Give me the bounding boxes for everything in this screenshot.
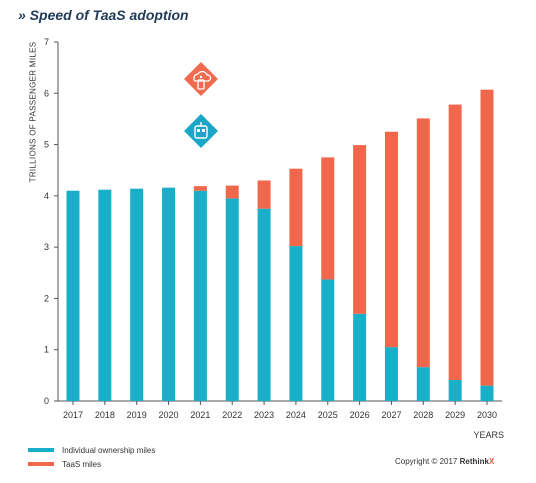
bar-individual-2018 bbox=[98, 189, 112, 401]
bar-individual-2029 bbox=[448, 379, 462, 401]
legend-item-taas: TaaS miles bbox=[28, 457, 155, 471]
x-tick-label: 2029 bbox=[445, 410, 465, 420]
y-tick-label: 2 bbox=[44, 293, 49, 303]
y-tick-label: 4 bbox=[44, 191, 49, 201]
bar-individual-2028 bbox=[416, 367, 430, 401]
x-tick-label: 2024 bbox=[286, 410, 306, 420]
copyright-notice: Copyright © 2017 RethinkX bbox=[395, 457, 494, 466]
y-tick-label: 1 bbox=[44, 345, 49, 355]
bar-taas-2025 bbox=[321, 157, 335, 280]
brand-name: Rethink bbox=[459, 457, 489, 466]
bar-individual-2022 bbox=[225, 198, 239, 401]
bar-individual-2021 bbox=[193, 190, 207, 401]
bar-individual-2019 bbox=[130, 188, 144, 401]
bar-taas-2030 bbox=[480, 89, 494, 386]
x-tick-label: 2020 bbox=[159, 410, 179, 420]
bar-taas-2024 bbox=[289, 168, 303, 247]
chart-title: » Speed of TaaS adoption bbox=[18, 7, 189, 23]
legend-label-taas: TaaS miles bbox=[62, 459, 102, 469]
copyright-text: Copyright © 2017 bbox=[395, 457, 460, 466]
y-tick-label: 6 bbox=[44, 88, 49, 98]
x-tick-label: 2022 bbox=[222, 410, 242, 420]
x-tick-label: 2030 bbox=[477, 410, 497, 420]
x-tick-label: 2025 bbox=[318, 410, 338, 420]
bar-taas-2026 bbox=[353, 145, 367, 314]
bar-individual-2030 bbox=[480, 385, 494, 401]
bar-taas-2027 bbox=[384, 131, 398, 348]
y-tick-label: 5 bbox=[44, 140, 49, 150]
y-tick-label: 7 bbox=[44, 37, 49, 47]
bar-individual-2024 bbox=[289, 246, 303, 401]
legend-item-individual: Individual ownership miles bbox=[28, 443, 155, 457]
x-tick-label: 2027 bbox=[381, 410, 401, 420]
bar-individual-2027 bbox=[384, 347, 398, 401]
bar-individual-2025 bbox=[321, 279, 335, 401]
bar-individual-2023 bbox=[257, 208, 271, 401]
x-tick-label: 2021 bbox=[190, 410, 210, 420]
y-tick-label: 3 bbox=[44, 242, 49, 252]
y-tick-label: 0 bbox=[44, 396, 49, 406]
x-tick-label: 2018 bbox=[95, 410, 115, 420]
brand-x: X bbox=[488, 457, 495, 466]
bar-individual-2017 bbox=[66, 190, 80, 401]
legend-swatch-individual bbox=[28, 448, 54, 452]
cloud-car-app-icon bbox=[184, 62, 218, 96]
chart-legend: Individual ownership miles TaaS miles bbox=[28, 443, 155, 471]
x-tick-label: 2023 bbox=[254, 410, 274, 420]
bar-taas-2022 bbox=[225, 185, 239, 199]
bar-individual-2020 bbox=[162, 187, 176, 401]
x-tick-label: 2026 bbox=[350, 410, 370, 420]
bar-taas-2023 bbox=[257, 180, 271, 209]
parked-car-icon bbox=[184, 114, 218, 148]
bar-taas-2028 bbox=[416, 118, 430, 368]
bar-taas-2021 bbox=[193, 186, 207, 191]
x-tick-label: 2028 bbox=[413, 410, 433, 420]
legend-label-individual: Individual ownership miles bbox=[62, 445, 156, 455]
bar-taas-2029 bbox=[448, 104, 462, 380]
x-tick-label: 2017 bbox=[63, 410, 83, 420]
x-tick-label: 2019 bbox=[127, 410, 147, 420]
x-axis-label: YEARS bbox=[473, 430, 504, 440]
legend-swatch-taas bbox=[28, 462, 54, 466]
bar-individual-2026 bbox=[353, 313, 367, 401]
